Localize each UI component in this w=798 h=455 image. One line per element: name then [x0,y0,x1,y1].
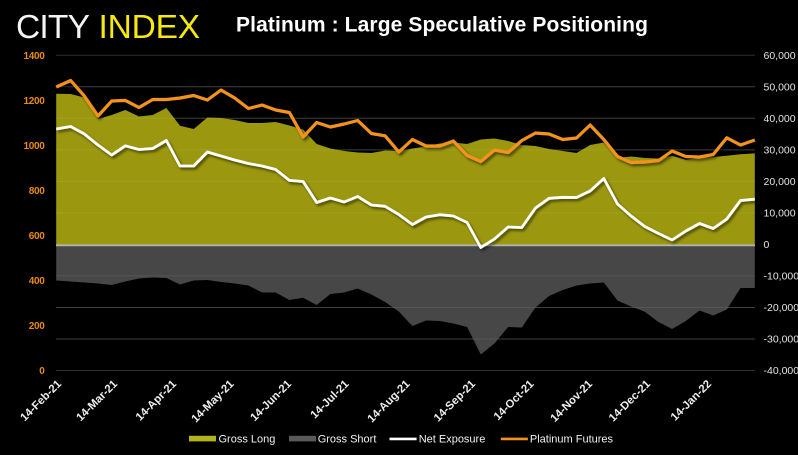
svg-text:20,000: 20,000 [764,176,796,188]
svg-text:Net Exposure: Net Exposure [419,434,486,446]
svg-text:-10,000: -10,000 [764,271,798,283]
svg-text:1400: 1400 [23,51,45,62]
svg-text:Platinum : Large Speculative P: Platinum : Large Speculative Positioning [236,14,648,37]
svg-text:Gross Long: Gross Long [219,434,276,446]
svg-text:800: 800 [29,186,46,197]
svg-text:-20,000: -20,000 [764,302,798,314]
svg-text:10,000: 10,000 [764,208,796,220]
svg-text:0: 0 [764,239,770,251]
svg-text:0: 0 [39,366,45,377]
svg-text:Platinum Futures: Platinum Futures [530,434,614,446]
svg-text:200: 200 [29,321,46,332]
svg-text:600: 600 [29,231,46,242]
svg-text:-30,000: -30,000 [764,334,798,346]
svg-text:Gross Short: Gross Short [318,434,377,446]
svg-text:1200: 1200 [23,96,45,107]
svg-text:INDEX: INDEX [99,9,200,46]
svg-text:40,000: 40,000 [764,113,796,125]
svg-text:400: 400 [29,276,46,287]
svg-text:CITY: CITY [16,9,90,46]
svg-text:30,000: 30,000 [764,145,796,157]
svg-text:50,000: 50,000 [764,81,796,93]
svg-text:-40,000: -40,000 [764,365,798,377]
svg-text:60,000: 60,000 [764,50,796,62]
svg-text:1000: 1000 [23,141,45,152]
